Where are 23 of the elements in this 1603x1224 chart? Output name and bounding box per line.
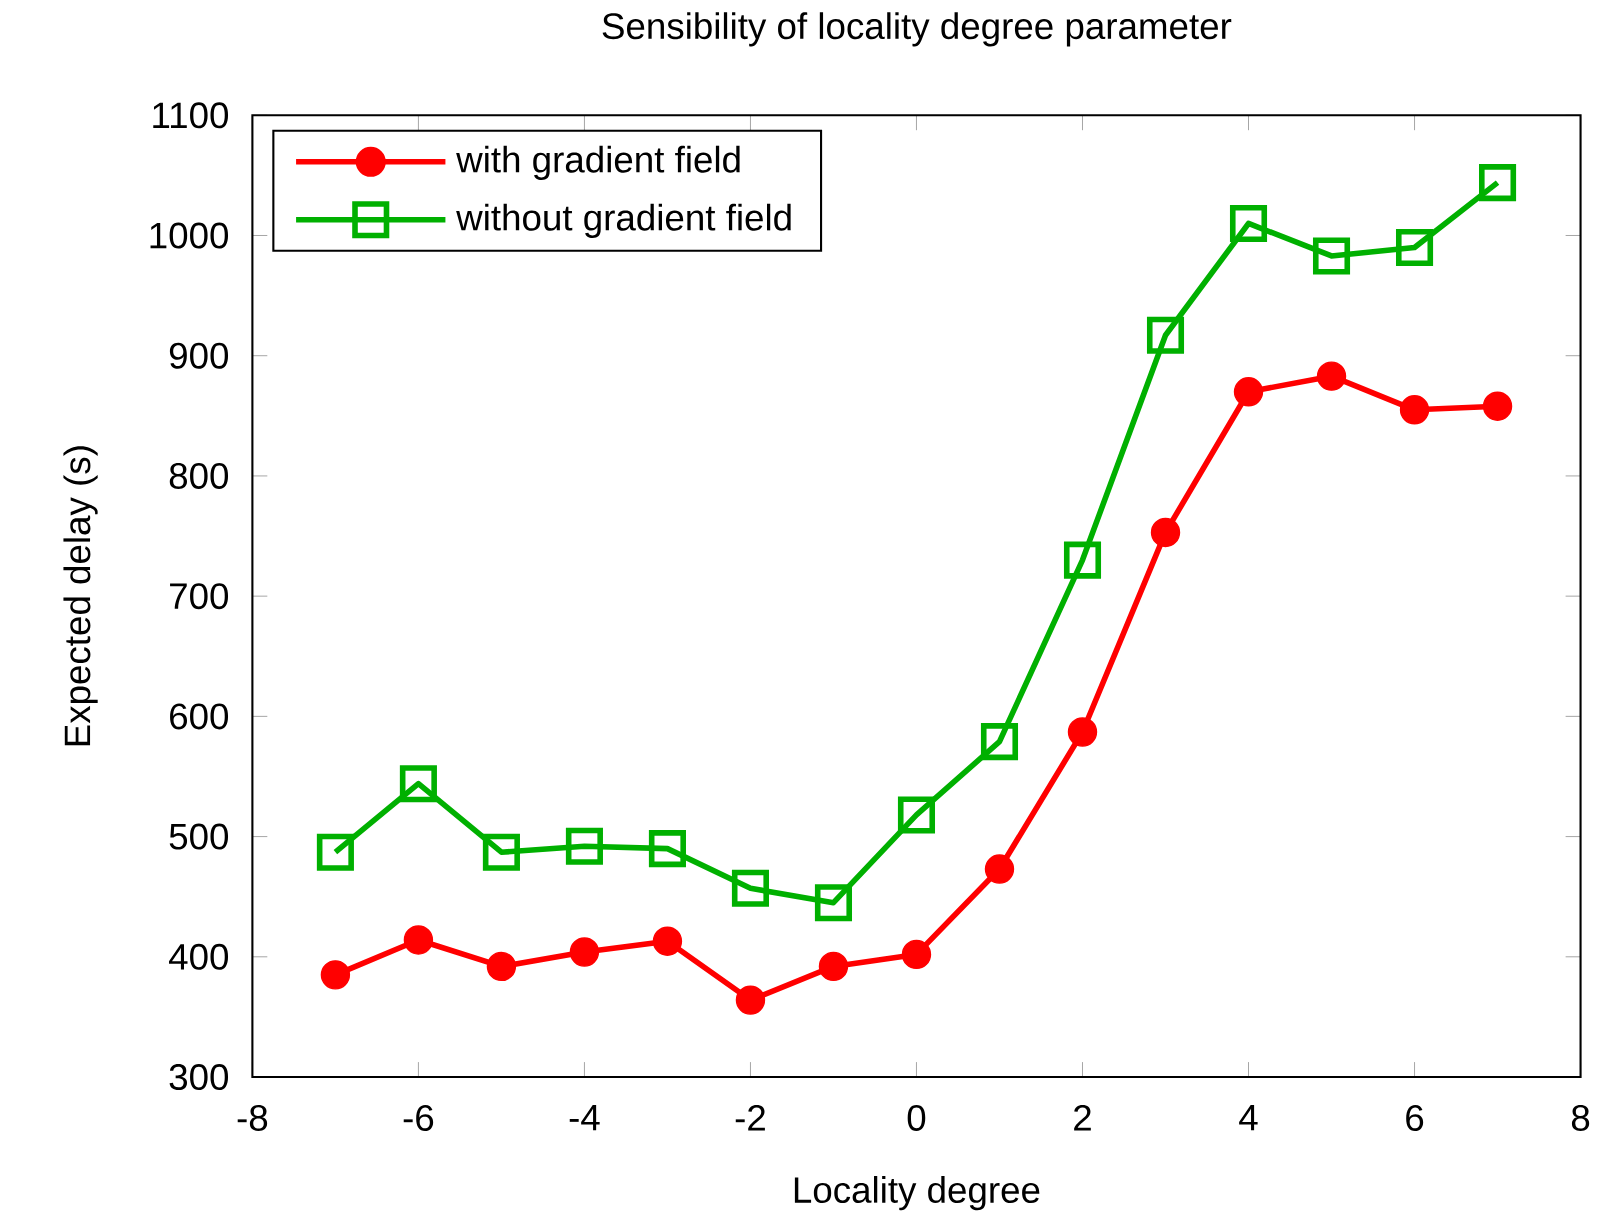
legend-label: without gradient field [456, 203, 791, 239]
y-tick-label: 500 [169, 823, 229, 850]
x-tick-label: -2 [735, 1104, 765, 1131]
y-tick-label: 400 [169, 943, 229, 970]
y-tick-label: 1000 [150, 222, 229, 249]
y-tick-label: 1100 [153, 102, 229, 129]
x-tick-label: -4 [569, 1105, 600, 1131]
y-tick-label: 300 [169, 1064, 229, 1091]
y-tick-label: 600 [170, 703, 229, 730]
legend-label: with gradient field [456, 145, 740, 181]
x-tick-label: -8 [237, 1104, 268, 1132]
y-tick-label: 700 [170, 583, 229, 610]
x-tick-label: 8 [1571, 1104, 1590, 1132]
y-axis-title: Expected delay (s) [63, 446, 98, 746]
chart-title: Sensibility of locality degree parameter [602, 12, 1232, 47]
y-tick-label: 800 [169, 463, 229, 490]
x-tick-label: 6 [1406, 1104, 1424, 1132]
x-tick-label: -6 [403, 1104, 434, 1132]
x-tick-label: 2 [1074, 1104, 1091, 1131]
x-tick-label: 4 [1239, 1105, 1258, 1131]
x-tick-label: 0 [907, 1104, 926, 1132]
y-tick-label: 900 [169, 342, 229, 369]
x-axis-title: Locality degree [794, 1176, 1040, 1211]
